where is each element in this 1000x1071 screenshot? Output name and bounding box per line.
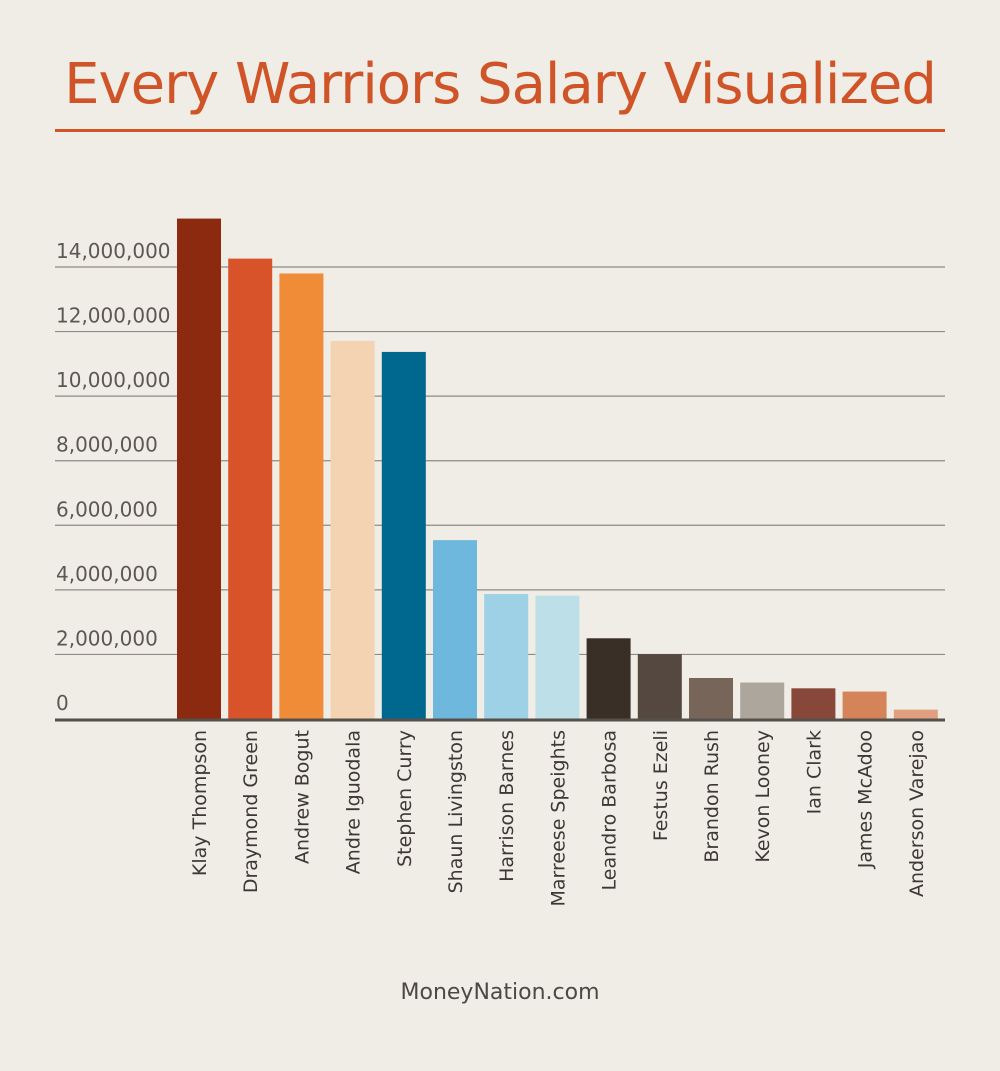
bar bbox=[381, 351, 426, 719]
bar bbox=[279, 273, 324, 719]
bar bbox=[535, 595, 580, 719]
source-credit: MoneyNation.com bbox=[400, 980, 600, 1005]
x-category-label: Ian Clark bbox=[803, 730, 825, 814]
bar bbox=[177, 218, 221, 720]
y-tick-label: 14,000,000 bbox=[56, 239, 171, 263]
x-category-label: Brandon Rush bbox=[701, 730, 723, 863]
bar bbox=[740, 682, 785, 719]
x-category-label: Marreese Speights bbox=[547, 730, 569, 906]
y-axis-tick-labels: 0 2,000,000 4,000,000 6,000,000 8,000,000 10,… bbox=[56, 239, 171, 715]
y-tick-label: 0 bbox=[56, 691, 69, 715]
y-tick-label: 12,000,000 bbox=[56, 304, 171, 328]
bar-chart: 0 2,000,000 4,000,000 6,000,000 8,000,000 10,… bbox=[55, 218, 945, 906]
bar bbox=[637, 654, 682, 719]
title-underline bbox=[55, 129, 945, 132]
bar bbox=[228, 258, 273, 719]
bar bbox=[893, 709, 938, 719]
bars bbox=[177, 218, 938, 720]
x-category-label: Andre Iguodala bbox=[343, 730, 365, 874]
x-category-label: Shaun Livingston bbox=[445, 730, 467, 893]
bar bbox=[330, 340, 375, 719]
x-category-label: Stephen Curry bbox=[394, 730, 416, 867]
x-category-label: Festus Ezeli bbox=[650, 730, 672, 841]
bar bbox=[586, 638, 631, 719]
bar bbox=[791, 688, 836, 719]
bar bbox=[484, 594, 529, 719]
y-tick-label: 2,000,000 bbox=[56, 626, 158, 650]
x-category-label: Anderson Varejao bbox=[906, 730, 928, 897]
x-category-label: Klay Thompson bbox=[189, 730, 211, 876]
x-category-label: Harrison Barnes bbox=[496, 730, 518, 882]
bar bbox=[842, 691, 887, 719]
x-category-label: James McAdoo bbox=[855, 730, 877, 869]
bar bbox=[689, 677, 733, 719]
x-category-label: Draymond Green bbox=[240, 730, 262, 893]
x-category-label: Andrew Bogut bbox=[291, 730, 313, 864]
x-category-label: Leandro Barbosa bbox=[599, 730, 621, 890]
y-tick-label: 10,000,000 bbox=[56, 368, 171, 392]
y-tick-label: 6,000,000 bbox=[56, 497, 158, 521]
x-category-label: Kevon Looney bbox=[752, 730, 774, 863]
x-axis-category-labels: Klay Thompson Draymond Green Andrew Bogut A… bbox=[189, 730, 928, 906]
y-tick-label: 4,000,000 bbox=[56, 562, 158, 586]
y-tick-label: 8,000,000 bbox=[56, 433, 158, 457]
bar bbox=[433, 540, 477, 719]
chart-title: Every Warriors Salary Visualized bbox=[64, 52, 937, 117]
